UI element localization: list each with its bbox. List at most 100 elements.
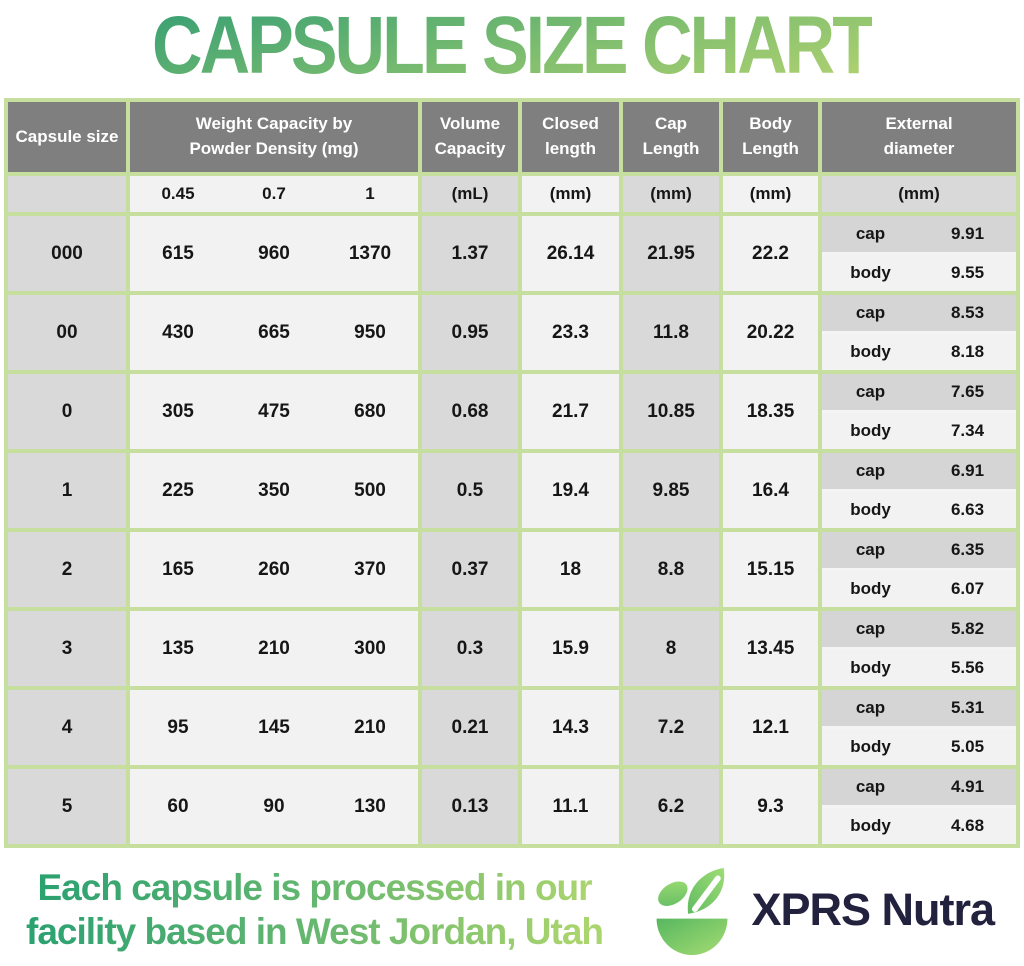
page-header: CAPSULE SIZE CHART [0, 0, 1024, 96]
ext-body-value: 7.34 [950, 421, 985, 440]
density-045-label: 0.45 [161, 184, 195, 203]
volume-capacity-cell: 0.68 [422, 374, 518, 449]
capsule-size-cell: 000 [8, 216, 126, 291]
capsule-size-cell: 00 [8, 295, 126, 370]
ext-body-label: body [850, 421, 891, 440]
units-volume: (mL) [422, 176, 518, 212]
weight-density-1-value: 500 [354, 479, 386, 501]
col-header-body-length: Body Length [723, 102, 818, 172]
external-body-row: body 6.07 [822, 571, 1016, 607]
ext-body-value: 5.56 [950, 658, 985, 677]
closed-length-cell: 18 [522, 532, 619, 607]
weight-capacity-cell: 305 475 680 [130, 374, 418, 449]
volume-capacity-cell: 0.21 [422, 690, 518, 765]
capsule-size-cell: 0 [8, 374, 126, 449]
volume-capacity-cell: 1.37 [422, 216, 518, 291]
weight-capacity-cell: 225 350 500 [130, 453, 418, 528]
capsule-size-table: Capsule size Weight Capacity by Powder D… [4, 98, 1020, 848]
external-body-row: body 8.18 [822, 334, 1016, 370]
ext-cap-value: 6.35 [950, 540, 985, 559]
ext-body-value: 6.63 [950, 500, 985, 519]
external-body-row: body 5.56 [822, 650, 1016, 686]
ext-body-value: 6.07 [950, 579, 985, 598]
weight-density-07-value: 90 [263, 795, 285, 817]
ext-cap-value: 5.82 [950, 619, 985, 638]
ext-body-label: body [850, 263, 891, 282]
body-length-cell: 22.2 [723, 216, 818, 291]
capsule-size-cell: 2 [8, 532, 126, 607]
ext-cap-label: cap [855, 619, 886, 638]
ext-cap-label: cap [855, 382, 886, 401]
units-densities-cell: 0.45 0.7 1 [130, 176, 418, 212]
weight-density-1-value: 300 [354, 637, 386, 659]
ext-body-label: body [850, 658, 891, 677]
closed-length-cell: 21.7 [522, 374, 619, 449]
external-cap-row: cap 9.91 [822, 216, 1016, 252]
external-diameter-cell: cap 6.91 body 6.63 [822, 453, 1016, 528]
weight-density-07-value: 350 [258, 479, 290, 501]
external-cap-row: cap 4.91 [822, 769, 1016, 805]
external-cap-row: cap 6.35 [822, 532, 1016, 568]
external-diameter-cell: cap 5.82 body 5.56 [822, 611, 1016, 686]
leaf-bowl-icon [656, 867, 728, 956]
footer-tagline: Each capsule is processed in our facilit… [26, 867, 604, 952]
ext-cap-value: 4.91 [950, 777, 985, 796]
table-row: 00 430 665 950 0.95 23.3 11.8 20.22 cap … [8, 295, 1016, 370]
ext-body-label: body [850, 579, 891, 598]
external-body-row: body 5.05 [822, 729, 1016, 765]
body-length-cell: 18.35 [723, 374, 818, 449]
external-cap-row: cap 8.53 [822, 295, 1016, 331]
capsule-size-cell: 1 [8, 453, 126, 528]
weight-density-045-value: 135 [162, 637, 194, 659]
ext-body-value: 9.55 [950, 263, 985, 282]
table-row: 1 225 350 500 0.5 19.4 9.85 16.4 cap 6.9… [8, 453, 1016, 528]
col-header-weight-capacity: Weight Capacity by Powder Density (mg) [130, 102, 418, 172]
external-body-row: body 6.63 [822, 492, 1016, 528]
external-body-row: body 4.68 [822, 808, 1016, 844]
capsule-size-cell: 3 [8, 611, 126, 686]
weight-density-045-value: 95 [167, 716, 189, 738]
cap-length-cell: 8.8 [623, 532, 719, 607]
body-length-cell: 12.1 [723, 690, 818, 765]
weight-density-07-value: 260 [258, 558, 290, 580]
external-body-row: body 9.55 [822, 255, 1016, 291]
volume-capacity-cell: 0.3 [422, 611, 518, 686]
weight-density-07-value: 960 [258, 242, 290, 264]
closed-length-cell: 15.9 [522, 611, 619, 686]
weight-density-1-value: 130 [354, 795, 386, 817]
external-body-row: body 7.34 [822, 413, 1016, 449]
units-capsule-size-empty [8, 176, 126, 212]
ext-cap-label: cap [855, 777, 886, 796]
body-length-cell: 9.3 [723, 769, 818, 844]
capsule-size-cell: 5 [8, 769, 126, 844]
weight-capacity-cell: 135 210 300 [130, 611, 418, 686]
brand-name: XPRS Nutra [751, 884, 995, 935]
ext-cap-value: 7.65 [950, 382, 985, 401]
col-header-closed-length: Closed length [522, 102, 619, 172]
external-cap-row: cap 7.65 [822, 374, 1016, 410]
cap-length-cell: 9.85 [623, 453, 719, 528]
closed-length-cell: 19.4 [522, 453, 619, 528]
table-row: 5 60 90 130 0.13 11.1 6.2 9.3 cap 4.91 b… [8, 769, 1016, 844]
closed-length-cell: 14.3 [522, 690, 619, 765]
weight-density-1-value: 370 [354, 558, 386, 580]
external-diameter-cell: cap 8.53 body 8.18 [822, 295, 1016, 370]
capsule-size-cell: 4 [8, 690, 126, 765]
weight-density-07-value: 475 [258, 400, 290, 422]
table-row: 2 165 260 370 0.37 18 8.8 15.15 cap 6.35… [8, 532, 1016, 607]
weight-density-045-value: 60 [167, 795, 189, 817]
density-07-label: 0.7 [262, 184, 286, 203]
ext-body-label: body [850, 816, 891, 835]
ext-cap-label: cap [855, 224, 886, 243]
ext-cap-value: 6.91 [950, 461, 985, 480]
weight-capacity-cell: 95 145 210 [130, 690, 418, 765]
table-row: 000 615 960 1370 1.37 26.14 21.95 22.2 c… [8, 216, 1016, 291]
body-length-cell: 20.22 [723, 295, 818, 370]
body-length-cell: 16.4 [723, 453, 818, 528]
weight-capacity-cell: 615 960 1370 [130, 216, 418, 291]
ext-cap-label: cap [855, 303, 886, 322]
units-body-length: (mm) [723, 176, 818, 212]
external-cap-row: cap 5.31 [822, 690, 1016, 726]
external-diameter-cell: cap 7.65 body 7.34 [822, 374, 1016, 449]
weight-density-1-value: 1370 [348, 242, 392, 264]
